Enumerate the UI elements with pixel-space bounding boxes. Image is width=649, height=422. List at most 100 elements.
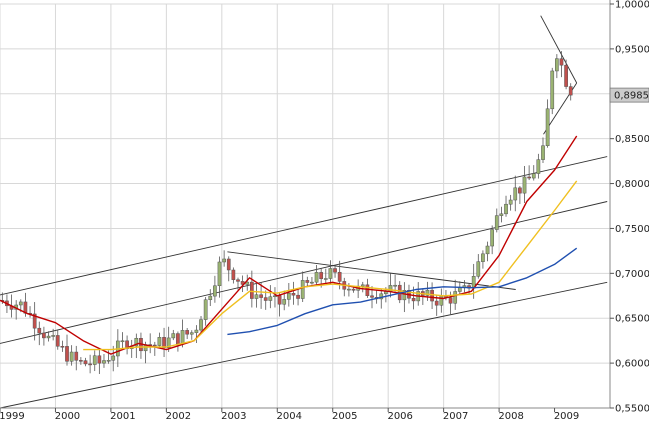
candle-body-89 [411,298,416,302]
candle-43 [199,316,203,332]
candle-58 [268,285,273,309]
trend-line-7 [540,15,578,84]
candle-body-116 [536,159,541,174]
candle-body-39 [180,330,185,345]
candle-body-107 [494,215,499,230]
x-tick-label-4: 2003 [221,411,246,422]
y-tick-label-8: 0,9500 [615,44,649,55]
candle-body-12 [55,335,60,347]
candle-body-70 [323,278,328,280]
candle-17 [79,357,83,365]
y-tick-label-1: 0,6000 [615,359,649,370]
candle-20 [92,350,97,372]
candle-body-64 [296,294,300,299]
candle-body-24 [111,355,116,361]
candle-57 [263,290,268,310]
candle-118 [545,99,550,148]
candle-14 [65,334,69,366]
candlesticks [0,51,573,375]
candle-body-21 [97,355,102,364]
candle-22 [102,354,106,368]
candle-19 [88,354,92,374]
last-value-marker: 0,8985 [609,87,649,103]
candle-110 [508,194,513,211]
candle-body-110 [508,199,513,205]
plot-background [0,0,610,408]
candle-body-66 [305,280,310,283]
candle-body-40 [185,330,190,335]
candle-body-73 [337,271,342,282]
candle-body-121 [559,58,564,66]
grid-lines [0,3,610,409]
candle-41 [189,330,194,340]
candle-body-63 [291,292,296,296]
x-tick-label-10: 2009 [554,411,579,422]
candle-92 [425,281,430,301]
candle-103 [476,254,481,279]
candle-123 [568,83,573,101]
candle-body-123 [568,86,573,96]
candle-body-15 [69,351,74,362]
candle-body-43 [199,319,203,331]
candle-105 [485,241,490,262]
candle-body-104 [481,253,485,262]
candle-71 [328,260,333,285]
y-tick-label-6: 0,8500 [615,134,649,145]
candle-body-79 [365,284,370,297]
candle-body-48 [222,258,226,263]
candle-body-67 [310,281,314,284]
candle-body-76 [351,288,356,291]
candle-117 [541,137,545,163]
candle-50 [231,267,236,284]
candle-109 [504,195,508,217]
candle-body-75 [347,288,351,291]
candle-body-113 [522,176,527,194]
candle-body-111 [513,187,518,201]
candle-body-46 [213,285,217,297]
candle-55 [254,283,259,308]
y-tick-label-9: 1,0000 [615,0,649,11]
candle-body-45 [208,295,213,301]
candle-body-56 [259,294,263,298]
candle-body-35 [162,337,166,348]
candle-body-69 [319,272,324,280]
candle-13 [60,340,65,352]
candle-46 [213,275,217,303]
candle-body-9 [42,332,46,339]
candle-body-23 [106,360,111,362]
candle-body-95 [439,295,444,306]
x-tick-label-5: 2004 [277,411,302,422]
candle-body-57 [263,297,268,301]
candle-body-112 [518,187,522,194]
candle-body-53 [245,281,250,285]
candle-body-37 [171,333,176,339]
candle-76 [351,286,356,293]
candle-body-51 [236,279,240,282]
candle-body-118 [545,108,550,147]
candle-68 [314,265,319,285]
moving-average-lines [0,135,578,355]
x-tick-label-6: 2005 [332,411,357,422]
candle-body-41 [189,332,194,335]
y-tick-label-2: 0,6500 [615,314,649,325]
candle-9 [42,326,46,346]
candle-body-4 [18,301,23,306]
trend-line-4 [0,201,608,344]
trend-line-3 [0,156,608,296]
candle-body-72 [333,268,337,273]
candle-body-34 [157,337,162,346]
candle-body-42 [194,329,199,333]
candle-body-33 [152,344,157,347]
candle-body-49 [226,258,231,271]
candle-85 [393,274,397,292]
x-axis: 1999 2000 2001 2002 2003 2004 2005 2006 2007 2008… [0,408,579,422]
candle-body-7 [32,313,37,329]
candle-112 [518,185,522,205]
x-tick-label-0: 1999 [0,411,25,422]
candle-8 [37,321,42,346]
candle-40 [185,327,190,339]
candle-93 [430,282,434,309]
trend-line-6 [227,251,516,290]
candle-7 [32,302,37,341]
candle-body-106 [490,229,495,247]
